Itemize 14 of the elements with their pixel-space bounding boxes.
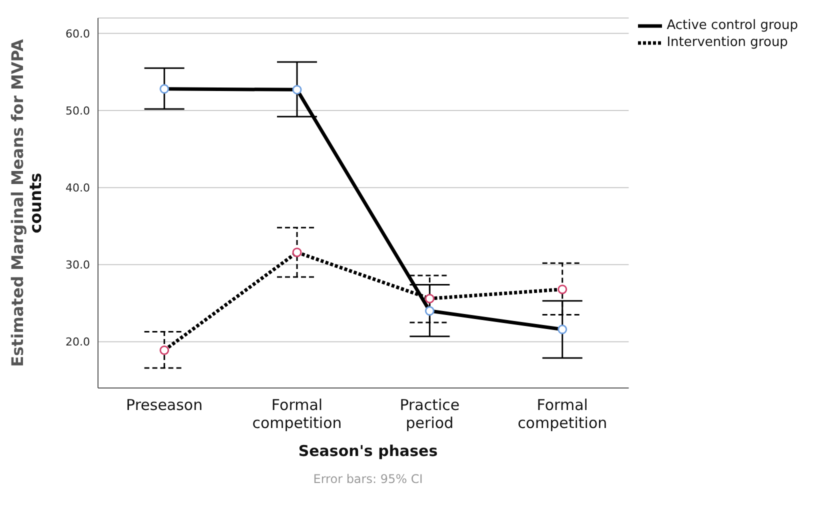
x-tick-label: Formal competition: [518, 396, 608, 432]
x-tick-label: Preseason: [126, 396, 203, 414]
x-tick-label: Formal competition: [252, 396, 342, 432]
legend-label: Intervention group: [666, 35, 788, 50]
y-tick-label: 20.0: [66, 336, 90, 349]
x-tick-label: Practice period: [400, 396, 460, 432]
legend-label: Active control group: [666, 18, 798, 33]
text: Error bars: 95% CI: [312, 472, 424, 486]
y-tick-label: 40.0: [66, 181, 90, 194]
y-tick-label: 60.0: [66, 27, 90, 40]
y-tick-label: 30.0: [66, 258, 90, 272]
x-axis-title: Season's phases: [297, 442, 439, 460]
y-tick-label: 50.0: [66, 104, 90, 118]
y-axis-title: Estimated Marginal Means for MVPA counts: [8, 38, 45, 367]
